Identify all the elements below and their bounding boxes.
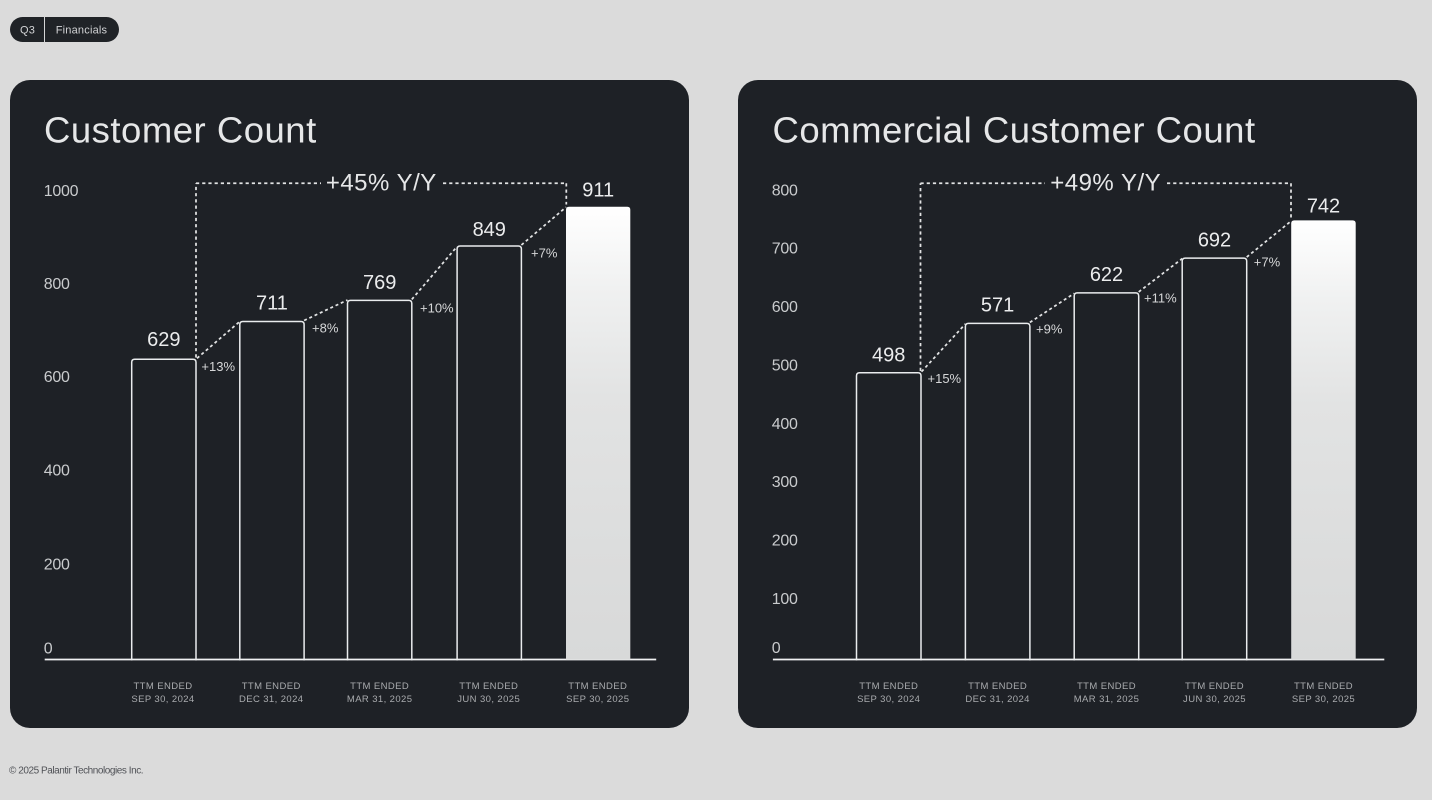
svg-text:+49% Y/Y: +49% Y/Y <box>1050 169 1161 196</box>
svg-text:Commercial Customer Count: Commercial Customer Count <box>773 110 1256 151</box>
svg-text:© 2025 Palantir Technologies I: © 2025 Palantir Technologies Inc. <box>9 766 143 777</box>
svg-text:SEP 30, 2024: SEP 30, 2024 <box>131 694 194 705</box>
svg-text:0: 0 <box>772 640 781 657</box>
svg-text:692: 692 <box>1198 230 1231 252</box>
svg-text:MAR 31, 2025: MAR 31, 2025 <box>1074 694 1140 705</box>
svg-text:622: 622 <box>1090 264 1123 286</box>
svg-text:TTM ENDED: TTM ENDED <box>968 681 1027 692</box>
svg-text:200: 200 <box>44 556 70 573</box>
svg-text:+7%: +7% <box>531 246 558 261</box>
svg-text:TTM ENDED: TTM ENDED <box>1185 681 1244 692</box>
svg-text:+11%: +11% <box>1144 291 1177 306</box>
svg-text:+15%: +15% <box>928 371 962 386</box>
svg-text:300: 300 <box>772 474 798 491</box>
svg-text:MAR 31, 2025: MAR 31, 2025 <box>347 694 413 705</box>
svg-text:TTM ENDED: TTM ENDED <box>350 681 409 692</box>
svg-text:400: 400 <box>772 416 798 433</box>
svg-text:800: 800 <box>44 276 70 293</box>
svg-text:TTM ENDED: TTM ENDED <box>133 681 192 692</box>
svg-text:911: 911 <box>582 180 614 202</box>
svg-text:200: 200 <box>772 533 798 550</box>
svg-text:DEC 31, 2024: DEC 31, 2024 <box>239 694 303 705</box>
svg-text:+8%: +8% <box>312 321 339 336</box>
svg-text:TTM ENDED: TTM ENDED <box>242 681 301 692</box>
svg-text:TTM ENDED: TTM ENDED <box>459 681 518 692</box>
svg-text:498: 498 <box>872 345 905 367</box>
svg-text:500: 500 <box>772 357 798 374</box>
svg-text:0: 0 <box>44 640 53 657</box>
svg-text:+45% Y/Y: +45% Y/Y <box>326 169 437 196</box>
svg-text:DEC 31, 2024: DEC 31, 2024 <box>965 694 1029 705</box>
svg-text:Customer Count: Customer Count <box>44 110 317 151</box>
svg-text:711: 711 <box>256 293 288 315</box>
svg-text:JUN 30, 2025: JUN 30, 2025 <box>1183 694 1246 705</box>
svg-text:742: 742 <box>1307 196 1340 218</box>
svg-text:600: 600 <box>44 369 70 386</box>
svg-text:849: 849 <box>473 219 506 241</box>
svg-text:SEP 30, 2025: SEP 30, 2025 <box>566 694 629 705</box>
svg-text:100: 100 <box>772 591 798 608</box>
svg-text:JUN 30, 2025: JUN 30, 2025 <box>457 694 520 705</box>
svg-text:571: 571 <box>981 295 1014 317</box>
svg-text:Financials: Financials <box>56 25 108 37</box>
svg-text:+9%: +9% <box>1036 322 1063 337</box>
svg-text:400: 400 <box>44 463 70 480</box>
svg-text:+7%: +7% <box>1254 255 1281 270</box>
svg-text:SEP 30, 2024: SEP 30, 2024 <box>857 694 920 705</box>
svg-text:600: 600 <box>772 299 798 316</box>
svg-text:TTM ENDED: TTM ENDED <box>1077 681 1136 692</box>
svg-text:TTM ENDED: TTM ENDED <box>859 681 918 692</box>
svg-text:1000: 1000 <box>44 183 79 200</box>
svg-text:700: 700 <box>772 241 798 258</box>
svg-text:+13%: +13% <box>201 359 235 374</box>
svg-text:800: 800 <box>772 182 798 199</box>
svg-text:629: 629 <box>147 329 180 351</box>
svg-text:SEP 30, 2025: SEP 30, 2025 <box>1292 694 1355 705</box>
svg-text:+10%: +10% <box>420 301 454 316</box>
svg-text:TTM ENDED: TTM ENDED <box>1294 681 1353 692</box>
svg-text:Q3: Q3 <box>20 25 35 37</box>
svg-text:769: 769 <box>363 272 396 294</box>
svg-text:TTM ENDED: TTM ENDED <box>568 681 627 692</box>
